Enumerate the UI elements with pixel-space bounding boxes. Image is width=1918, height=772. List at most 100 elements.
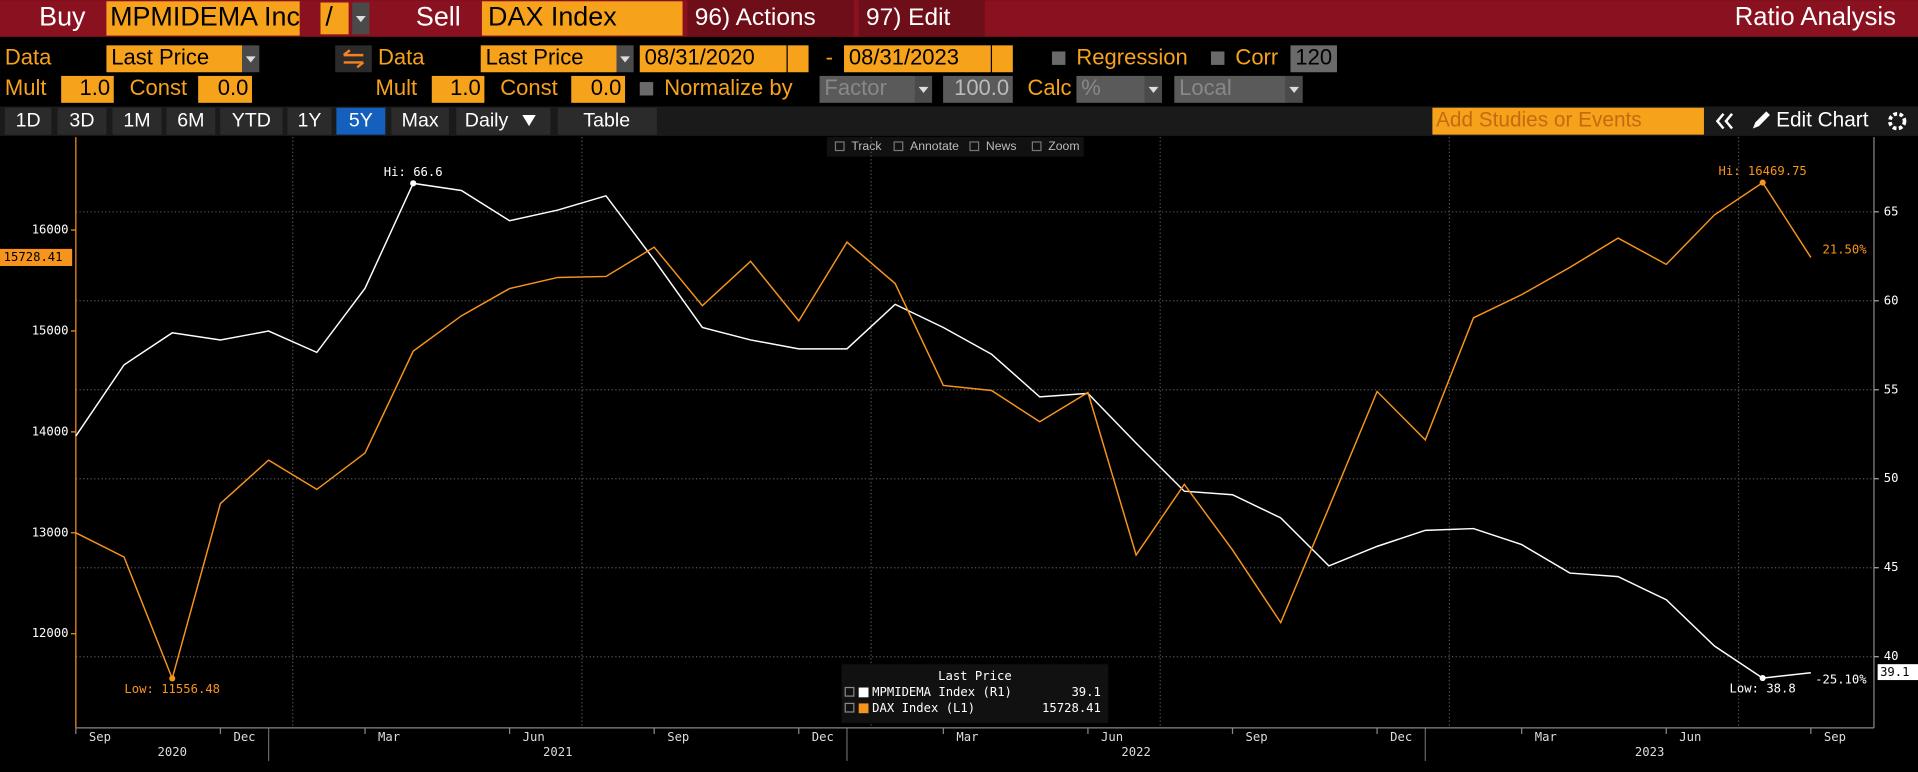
- setting-value[interactable]: 0.0: [218, 75, 249, 100]
- setting-value[interactable]: Factor: [824, 75, 886, 100]
- period-button[interactable]: [112, 107, 162, 135]
- sell-label: Sell: [416, 2, 461, 32]
- y-tick-label: 12000: [32, 626, 69, 640]
- table-button[interactable]: [557, 107, 657, 135]
- setting-value[interactable]: 1.0: [450, 75, 481, 100]
- x-tick-label: Dec: [812, 730, 834, 744]
- low-label: Low: 11556.48: [124, 682, 220, 696]
- dropdown-arrow: [245, 56, 256, 63]
- chart-tool[interactable]: Track: [851, 139, 882, 153]
- studies-input[interactable]: [1432, 107, 1704, 135]
- period-text[interactable]: Max: [402, 109, 439, 131]
- setting-value[interactable]: 0.0: [591, 75, 622, 100]
- swap-button[interactable]: [335, 45, 372, 73]
- period-text[interactable]: 3D: [69, 109, 94, 131]
- setting-field[interactable]: [431, 75, 485, 103]
- operator-text: /: [325, 2, 333, 32]
- y-tick-label: 15000: [32, 323, 69, 337]
- calendar-button[interactable]: [992, 45, 1013, 73]
- actions-button[interactable]: [687, 0, 854, 37]
- collapse-icon: [1715, 113, 1734, 130]
- checkbox[interactable]: [1210, 51, 1225, 65]
- hi-marker: [1759, 179, 1766, 186]
- frequency-text[interactable]: Daily: [465, 109, 509, 131]
- legend-expand[interactable]: [844, 702, 855, 713]
- x-tick-label: Jun: [1679, 730, 1701, 744]
- setting-value[interactable]: Local: [1179, 75, 1232, 100]
- setting-field[interactable]: [1290, 45, 1337, 73]
- setting-value[interactable]: 08/31/2023: [849, 45, 959, 70]
- chart-tool[interactable]: Annotate: [910, 139, 959, 153]
- setting-field[interactable]: [844, 45, 991, 73]
- chart-tool[interactable]: Zoom: [1048, 139, 1079, 153]
- setting-field[interactable]: [571, 75, 626, 103]
- setting-field[interactable]: [819, 75, 915, 103]
- dropdown-arrow: [1289, 86, 1300, 94]
- setting-field[interactable]: [198, 75, 252, 103]
- y-tick-label: 16000: [32, 223, 69, 237]
- setting-value[interactable]: 1.0: [79, 75, 110, 100]
- checkbox[interactable]: [639, 82, 654, 96]
- period-text[interactable]: 1D: [16, 109, 41, 131]
- period-button[interactable]: [166, 107, 216, 135]
- setting-field[interactable]: [943, 75, 1013, 103]
- period-button[interactable]: [287, 107, 332, 135]
- setting-field[interactable]: [1174, 75, 1286, 103]
- period-button[interactable]: [336, 107, 386, 135]
- setting-value[interactable]: 08/31/2020: [645, 45, 755, 70]
- period-text[interactable]: 6M: [177, 109, 204, 131]
- period-button[interactable]: [4, 107, 52, 135]
- pencil-icon: [1752, 111, 1770, 129]
- setting-field[interactable]: [639, 45, 787, 73]
- setting-value[interactable]: Last Price: [486, 45, 584, 70]
- setting-value[interactable]: 100.0: [954, 75, 1009, 100]
- tool-icon: [893, 141, 904, 152]
- settings-icon[interactable]: [1888, 111, 1907, 131]
- series-line: [75, 182, 1811, 679]
- x-tick-label: Sep: [1824, 730, 1846, 744]
- legend-expand[interactable]: [844, 686, 855, 697]
- period-button[interactable]: [391, 107, 449, 135]
- legend-value: 39.1: [1071, 685, 1100, 699]
- setting-field[interactable]: [61, 75, 114, 103]
- setting-label: Const: [130, 75, 187, 100]
- setting-field[interactable]: [1076, 75, 1145, 103]
- frequency-button[interactable]: [456, 107, 551, 135]
- edit-chart-text[interactable]: Edit Chart: [1776, 109, 1869, 132]
- ticker-input[interactable]: [106, 1, 300, 36]
- last-tag-text: 15728.41: [4, 250, 63, 264]
- checkbox[interactable]: [1051, 51, 1066, 65]
- last-tag: [0, 248, 73, 267]
- frequency-arrow: [522, 115, 536, 127]
- period-button[interactable]: [220, 107, 283, 135]
- actions-text[interactable]: 96) Actions: [695, 4, 816, 31]
- operator-input[interactable]: [320, 2, 349, 35]
- edit-button[interactable]: [858, 0, 985, 37]
- dropdown-arrow: [620, 56, 630, 63]
- period-button[interactable]: [57, 107, 107, 135]
- year-label: 2021: [543, 745, 572, 759]
- index-text: DAX Index: [488, 2, 617, 32]
- x-tick-label: Sep: [89, 730, 111, 744]
- setting-value[interactable]: Last Price: [111, 45, 209, 70]
- period-text[interactable]: 1Y: [298, 109, 322, 131]
- y2-tick-label: 60: [1884, 293, 1899, 307]
- legend-title: Last Price: [938, 669, 1012, 683]
- table-text[interactable]: Table: [583, 109, 630, 131]
- setting-value[interactable]: 120: [1295, 45, 1332, 70]
- setting-field[interactable]: [106, 45, 243, 73]
- period-text[interactable]: 5Y: [349, 109, 373, 131]
- chart-tool[interactable]: News: [986, 139, 1017, 153]
- edit-text[interactable]: 97) Edit: [866, 4, 950, 31]
- index-input[interactable]: [481, 1, 683, 36]
- setting-value[interactable]: %: [1081, 75, 1101, 100]
- swap-icon: [342, 49, 365, 69]
- calendar-button[interactable]: [787, 45, 809, 73]
- setting-field[interactable]: [480, 45, 617, 73]
- period-text[interactable]: 1M: [123, 109, 150, 131]
- hi-marker: [410, 180, 417, 187]
- period-text[interactable]: YTD: [232, 109, 271, 131]
- studies-placeholder[interactable]: Add Studies or Events: [1436, 109, 1642, 132]
- year-label: 2022: [1121, 745, 1150, 759]
- legend-swatch: [858, 687, 869, 698]
